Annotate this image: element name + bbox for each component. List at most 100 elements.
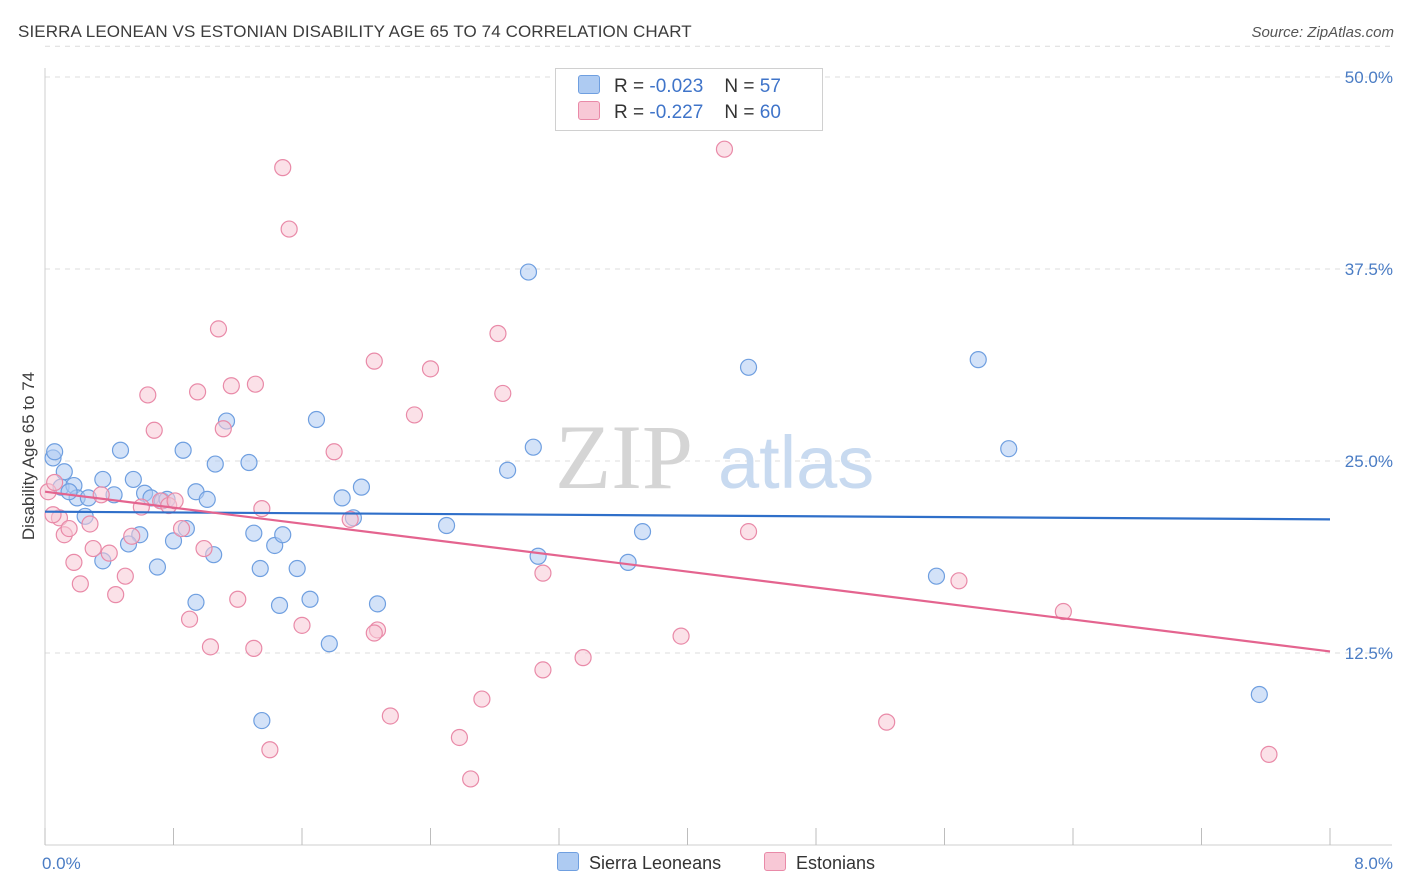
point-estonian xyxy=(672,627,690,645)
point-estonian xyxy=(365,624,383,642)
legend-swatch-pink xyxy=(764,852,786,871)
y-tick-label: 25.0% xyxy=(1345,452,1393,471)
point-sierra-leonean xyxy=(320,635,338,653)
point-sierra-leonean xyxy=(111,441,130,459)
r-label: R = xyxy=(614,102,645,123)
point-estonian xyxy=(1260,745,1278,763)
point-sierra-leonean xyxy=(198,490,216,508)
point-sierra-leonean xyxy=(164,532,183,550)
point-estonian xyxy=(188,383,207,401)
point-sierra-leonean xyxy=(499,461,517,479)
point-estonian xyxy=(195,539,213,558)
point-estonian xyxy=(950,572,968,590)
point-estonian xyxy=(293,616,311,634)
point-estonian xyxy=(65,553,83,571)
point-estonian xyxy=(421,360,440,378)
grid-lines xyxy=(45,45,1392,654)
watermark-zip: ZIP xyxy=(555,406,693,508)
point-estonian xyxy=(246,375,265,393)
point-estonian xyxy=(60,519,78,538)
point-estonian xyxy=(229,590,247,608)
stats-row-estonians: R = -0.227 N = 60 xyxy=(578,101,781,127)
point-sierra-leonean xyxy=(240,453,258,472)
n-value: 60 xyxy=(759,102,781,123)
point-sierra-leonean xyxy=(307,410,326,429)
point-estonian xyxy=(201,638,220,656)
point-estonian xyxy=(145,421,163,439)
point-estonian xyxy=(489,324,507,343)
point-sierra-leonean xyxy=(927,567,946,585)
point-estonian xyxy=(534,564,552,582)
point-sierra-leonean xyxy=(301,590,319,608)
point-estonian xyxy=(209,320,228,338)
legend-item-sierra-leoneans: Sierra Leoneans xyxy=(557,852,721,874)
point-estonian xyxy=(381,707,399,725)
point-sierra-leonean xyxy=(60,483,78,501)
trend-line-sierra-leoneans xyxy=(44,510,1331,521)
point-estonian xyxy=(172,519,191,538)
legend-swatch-blue xyxy=(578,75,600,94)
point-estonian xyxy=(253,500,271,518)
point-estonian xyxy=(84,539,102,558)
legend-item-estonians: Estonians xyxy=(764,852,875,874)
point-estonian xyxy=(222,377,240,395)
y-tick-label: 50.0% xyxy=(1345,68,1393,87)
point-estonian xyxy=(473,690,491,708)
watermark: ZIP atlas xyxy=(555,406,874,508)
legend-swatch-blue xyxy=(557,852,579,871)
n-label: N = xyxy=(724,76,755,97)
point-sierra-leonean xyxy=(739,358,758,376)
point-sierra-leonean xyxy=(437,516,456,535)
tick-labels: 12.5% 25.0% 37.5% 50.0% 0.0% 8.0% xyxy=(42,68,1393,873)
r-value: -0.227 xyxy=(649,102,704,123)
point-estonian xyxy=(574,649,592,667)
point-estonian xyxy=(116,567,134,585)
point-estonian xyxy=(245,639,263,657)
point-sierra-leonean xyxy=(619,553,637,571)
point-estonian xyxy=(123,527,141,545)
point-sierra-leonean xyxy=(187,593,205,611)
point-estonian xyxy=(462,770,480,788)
series-sierra-leoneans xyxy=(44,263,1268,730)
point-sierra-leonean xyxy=(1250,685,1268,704)
point-sierra-leonean xyxy=(148,558,167,576)
n-label: N = xyxy=(724,102,755,123)
point-estonian xyxy=(715,140,734,158)
point-sierra-leonean xyxy=(969,351,987,369)
point-sierra-leonean xyxy=(253,711,271,730)
point-estonian xyxy=(46,473,64,492)
point-sierra-leonean xyxy=(352,478,371,496)
y-axis-label: Disability Age 65 to 74 xyxy=(19,372,38,540)
legend-label: Estonians xyxy=(796,853,876,873)
point-sierra-leonean xyxy=(529,547,547,565)
point-sierra-leonean xyxy=(1000,440,1018,458)
point-estonian xyxy=(44,506,62,524)
point-estonian xyxy=(180,610,199,628)
point-estonian xyxy=(878,713,896,731)
r-value: -0.023 xyxy=(649,76,704,97)
y-tick-label: 12.5% xyxy=(1345,644,1393,663)
x-tick-label: 0.0% xyxy=(42,854,81,873)
point-sierra-leonean xyxy=(524,438,542,456)
point-estonian xyxy=(325,443,343,461)
point-estonian xyxy=(81,515,99,533)
point-sierra-leonean xyxy=(274,526,292,544)
chart-title: SIERRA LEONEAN VS ESTONIAN DISABILITY AG… xyxy=(18,22,692,41)
point-sierra-leonean xyxy=(333,489,351,507)
point-estonian xyxy=(1054,602,1072,621)
chart-source: Source: ZipAtlas.com xyxy=(1251,24,1394,41)
x-tick-label: 8.0% xyxy=(1354,854,1393,873)
watermark-atlas: atlas xyxy=(718,421,874,504)
stats-row-sierra-leoneans: R = -0.023 N = 57 xyxy=(578,75,781,101)
point-estonian xyxy=(139,386,157,404)
point-estonian xyxy=(71,575,89,593)
legend-label: Sierra Leoneans xyxy=(589,853,722,873)
point-estonian xyxy=(280,220,298,238)
point-sierra-leonean xyxy=(368,595,387,613)
r-label: R = xyxy=(614,76,645,97)
point-sierra-leonean xyxy=(633,523,652,541)
point-sierra-leonean xyxy=(206,455,224,473)
point-sierra-leonean xyxy=(46,443,64,461)
point-estonian xyxy=(214,420,232,438)
